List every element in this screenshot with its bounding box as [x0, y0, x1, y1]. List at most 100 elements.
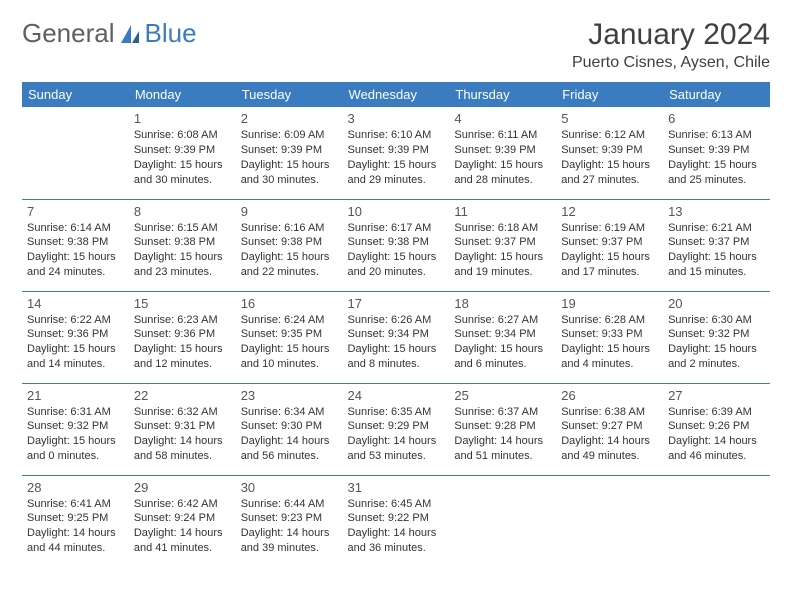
- day-info: Sunrise: 6:30 AMSunset: 9:32 PMDaylight:…: [668, 313, 765, 372]
- calendar-cell: 31Sunrise: 6:45 AMSunset: 9:22 PMDayligh…: [343, 475, 450, 567]
- calendar-cell: [22, 107, 129, 199]
- day-number: 9: [241, 204, 338, 219]
- day-info: Sunrise: 6:31 AMSunset: 9:32 PMDaylight:…: [27, 405, 124, 464]
- day-number: 21: [27, 388, 124, 403]
- day-number: 29: [134, 480, 231, 495]
- calendar-cell: [556, 475, 663, 567]
- day-number: 25: [454, 388, 551, 403]
- day-info: Sunrise: 6:11 AMSunset: 9:39 PMDaylight:…: [454, 128, 551, 187]
- day-number: 24: [348, 388, 445, 403]
- day-info: Sunrise: 6:34 AMSunset: 9:30 PMDaylight:…: [241, 405, 338, 464]
- day-number: 30: [241, 480, 338, 495]
- calendar-cell: 7 Sunrise: 6:14 AMSunset: 9:38 PMDaylight…: [22, 199, 129, 291]
- calendar-cell: 14 Sunrise: 6:22 AMSunset: 9:36 PMDayligh…: [22, 291, 129, 383]
- day-info: Sunrise: 6:23 AMSunset: 9:36 PMDaylight:…: [134, 313, 231, 372]
- day-number: 10: [348, 204, 445, 219]
- day-number: 28: [27, 480, 124, 495]
- calendar-cell: 25Sunrise: 6:37 AMSunset: 9:28 PMDayligh…: [449, 383, 556, 475]
- brand-logo: General Blue: [22, 18, 197, 49]
- calendar-cell: 5Sunrise: 6:12 AMSunset: 9:39 PMDaylight…: [556, 107, 663, 199]
- location-text: Puerto Cisnes, Aysen, Chile: [572, 54, 770, 72]
- calendar-cell: 11 Sunrise: 6:18 AMSunset: 9:37 PMDayligh…: [449, 199, 556, 291]
- day-info: Sunrise: 6:10 AMSunset: 9:39 PMDaylight:…: [348, 128, 445, 187]
- day-info: Sunrise: 6:44 AMSunset: 9:23 PMDaylight:…: [241, 497, 338, 556]
- calendar-table: SundayMondayTuesdayWednesdayThursdayFrid…: [22, 82, 770, 567]
- calendar-cell: 18 Sunrise: 6:27 AMSunset: 9:34 PMDayligh…: [449, 291, 556, 383]
- day-header: Wednesday: [343, 82, 450, 107]
- day-number: 19: [561, 296, 658, 311]
- day-number: 13: [668, 204, 765, 219]
- day-info: Sunrise: 6:16 AMSunset: 9:38 PMDaylight:…: [241, 221, 338, 280]
- calendar-cell: [449, 475, 556, 567]
- day-number: 14: [27, 296, 124, 311]
- calendar-cell: 12 Sunrise: 6:19 AMSunset: 9:37 PMDayligh…: [556, 199, 663, 291]
- day-info: Sunrise: 6:32 AMSunset: 9:31 PMDaylight:…: [134, 405, 231, 464]
- day-info: Sunrise: 6:08 AMSunset: 9:39 PMDaylight:…: [134, 128, 231, 187]
- day-number: 6: [668, 111, 765, 126]
- calendar-cell: 28Sunrise: 6:41 AMSunset: 9:25 PMDayligh…: [22, 475, 129, 567]
- calendar-week-row: 1 Sunrise: 6:08 AMSunset: 9:39 PMDaylight…: [22, 107, 770, 199]
- day-number: 3: [348, 111, 445, 126]
- day-info: Sunrise: 6:21 AMSunset: 9:37 PMDaylight:…: [668, 221, 765, 280]
- day-info: Sunrise: 6:24 AMSunset: 9:35 PMDaylight:…: [241, 313, 338, 372]
- sail-icon: [119, 23, 141, 45]
- day-number: 18: [454, 296, 551, 311]
- calendar-cell: 20 Sunrise: 6:30 AMSunset: 9:32 PMDayligh…: [663, 291, 770, 383]
- calendar-cell: 24Sunrise: 6:35 AMSunset: 9:29 PMDayligh…: [343, 383, 450, 475]
- day-number: 11: [454, 204, 551, 219]
- calendar-cell: 15Sunrise: 6:23 AMSunset: 9:36 PMDayligh…: [129, 291, 236, 383]
- day-info: Sunrise: 6:13 AMSunset: 9:39 PMDaylight:…: [668, 128, 765, 187]
- day-info: Sunrise: 6:15 AMSunset: 9:38 PMDaylight:…: [134, 221, 231, 280]
- calendar-cell: 29 Sunrise: 6:42 AMSunset: 9:24 PMDayligh…: [129, 475, 236, 567]
- calendar-cell: 6 Sunrise: 6:13 AMSunset: 9:39 PMDaylight…: [663, 107, 770, 199]
- calendar-week-row: 7 Sunrise: 6:14 AMSunset: 9:38 PMDaylight…: [22, 199, 770, 291]
- brand-part1: General: [22, 18, 115, 49]
- day-info: Sunrise: 6:22 AMSunset: 9:36 PMDaylight:…: [27, 313, 124, 372]
- calendar-cell: 26 Sunrise: 6:38 AMSunset: 9:27 PMDayligh…: [556, 383, 663, 475]
- day-header: Thursday: [449, 82, 556, 107]
- day-header: Friday: [556, 82, 663, 107]
- day-info: Sunrise: 6:26 AMSunset: 9:34 PMDaylight:…: [348, 313, 445, 372]
- day-number: 4: [454, 111, 551, 126]
- day-number: 27: [668, 388, 765, 403]
- month-title: January 2024: [572, 18, 770, 52]
- day-number: 20: [668, 296, 765, 311]
- calendar-cell: 10 Sunrise: 6:17 AMSunset: 9:38 PMDayligh…: [343, 199, 450, 291]
- day-number: 12: [561, 204, 658, 219]
- calendar-body: 1 Sunrise: 6:08 AMSunset: 9:39 PMDaylight…: [22, 107, 770, 567]
- day-info: Sunrise: 6:09 AMSunset: 9:39 PMDaylight:…: [241, 128, 338, 187]
- day-number: 17: [348, 296, 445, 311]
- day-info: Sunrise: 6:42 AMSunset: 9:24 PMDaylight:…: [134, 497, 231, 556]
- day-info: Sunrise: 6:39 AMSunset: 9:26 PMDaylight:…: [668, 405, 765, 464]
- calendar-cell: 19 Sunrise: 6:28 AMSunset: 9:33 PMDayligh…: [556, 291, 663, 383]
- day-info: Sunrise: 6:28 AMSunset: 9:33 PMDaylight:…: [561, 313, 658, 372]
- calendar-cell: 3 Sunrise: 6:10 AMSunset: 9:39 PMDaylight…: [343, 107, 450, 199]
- day-number: 8: [134, 204, 231, 219]
- day-number: 5: [561, 111, 658, 126]
- day-header: Monday: [129, 82, 236, 107]
- day-info: Sunrise: 6:38 AMSunset: 9:27 PMDaylight:…: [561, 405, 658, 464]
- day-number: 16: [241, 296, 338, 311]
- day-info: Sunrise: 6:14 AMSunset: 9:38 PMDaylight:…: [27, 221, 124, 280]
- day-number: 7: [27, 204, 124, 219]
- calendar-cell: 4 Sunrise: 6:11 AMSunset: 9:39 PMDaylight…: [449, 107, 556, 199]
- calendar-cell: 8 Sunrise: 6:15 AMSunset: 9:38 PMDaylight…: [129, 199, 236, 291]
- day-info: Sunrise: 6:18 AMSunset: 9:37 PMDaylight:…: [454, 221, 551, 280]
- day-info: Sunrise: 6:17 AMSunset: 9:38 PMDaylight:…: [348, 221, 445, 280]
- calendar-cell: 1 Sunrise: 6:08 AMSunset: 9:39 PMDaylight…: [129, 107, 236, 199]
- calendar-cell: 17 Sunrise: 6:26 AMSunset: 9:34 PMDayligh…: [343, 291, 450, 383]
- calendar-week-row: 14 Sunrise: 6:22 AMSunset: 9:36 PMDayligh…: [22, 291, 770, 383]
- calendar-week-row: 28Sunrise: 6:41 AMSunset: 9:25 PMDayligh…: [22, 475, 770, 567]
- calendar-cell: 30 Sunrise: 6:44 AMSunset: 9:23 PMDayligh…: [236, 475, 343, 567]
- day-header: Tuesday: [236, 82, 343, 107]
- calendar-cell: [663, 475, 770, 567]
- day-info: Sunrise: 6:19 AMSunset: 9:37 PMDaylight:…: [561, 221, 658, 280]
- calendar-cell: 22 Sunrise: 6:32 AMSunset: 9:31 PMDayligh…: [129, 383, 236, 475]
- calendar-cell: 27 Sunrise: 6:39 AMSunset: 9:26 PMDayligh…: [663, 383, 770, 475]
- day-header: Saturday: [663, 82, 770, 107]
- day-number: 26: [561, 388, 658, 403]
- brand-part2: Blue: [145, 18, 197, 49]
- day-number: 1: [134, 111, 231, 126]
- day-info: Sunrise: 6:27 AMSunset: 9:34 PMDaylight:…: [454, 313, 551, 372]
- day-number: 22: [134, 388, 231, 403]
